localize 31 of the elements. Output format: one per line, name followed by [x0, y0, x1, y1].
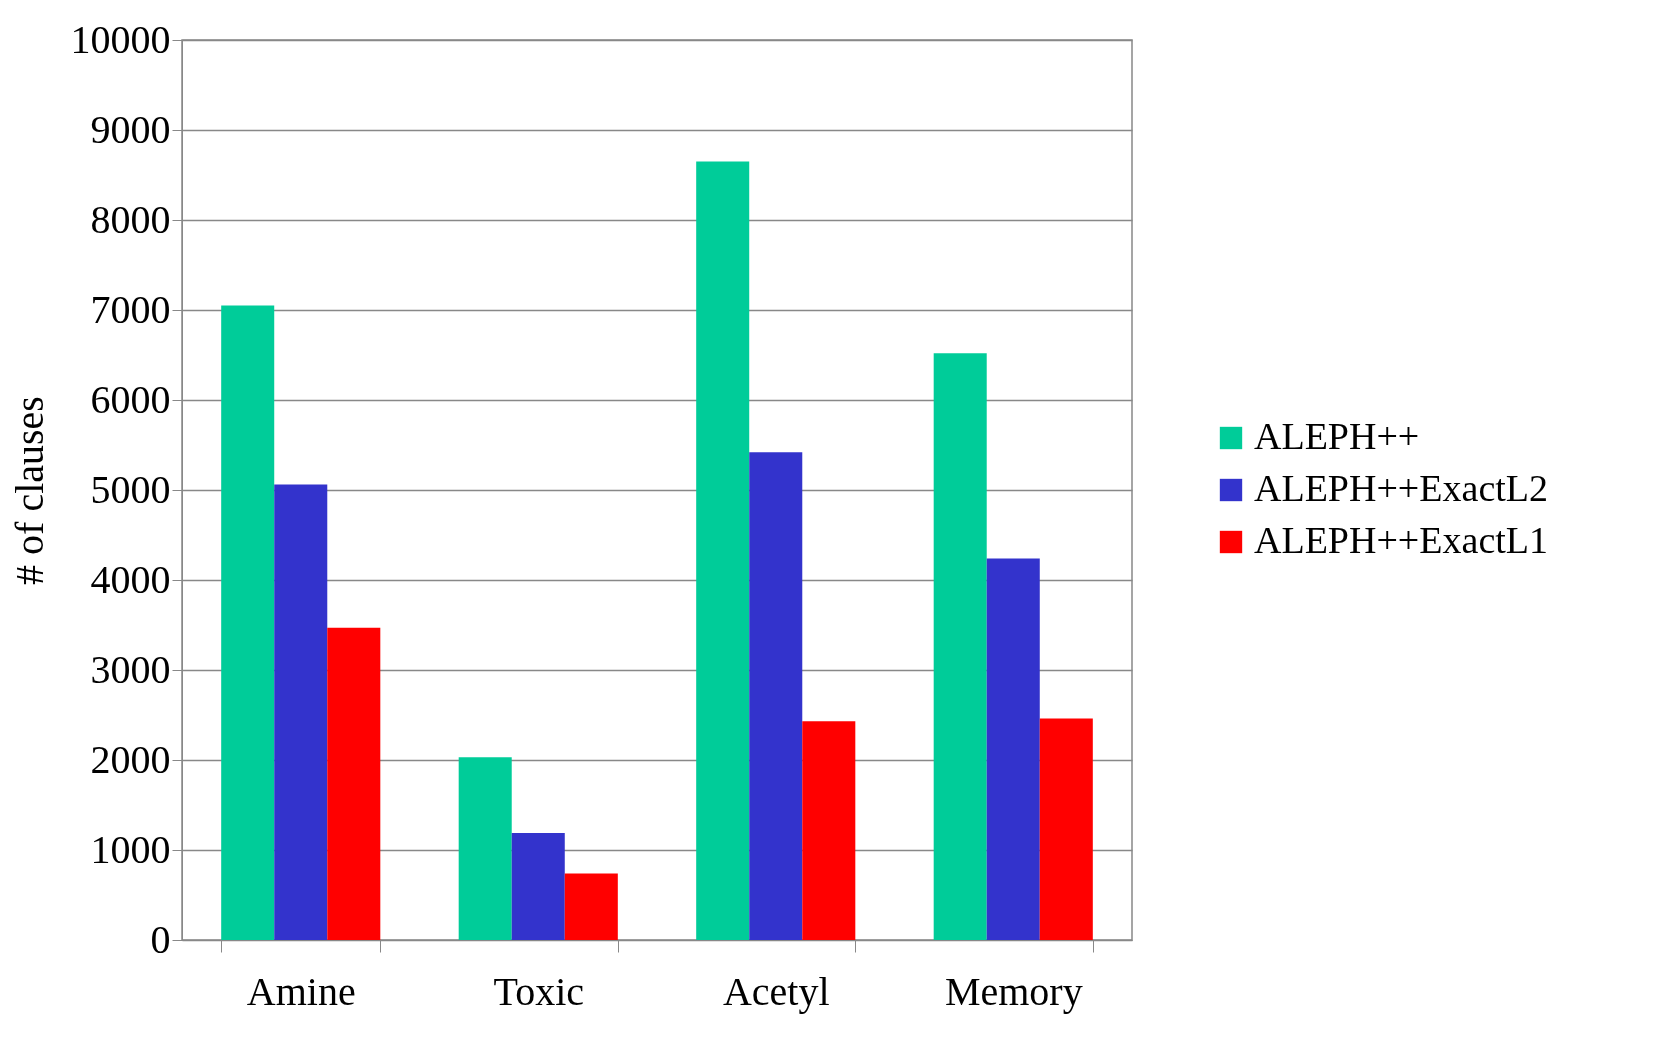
bar [986, 558, 1040, 940]
bar [511, 832, 565, 940]
bar [696, 161, 750, 940]
x-tick-label: Amine [246, 968, 356, 1014]
y-tick-label: 10000 [70, 16, 171, 62]
y-tick-label: 0 [150, 916, 171, 962]
bar [327, 627, 381, 940]
bar [221, 305, 275, 940]
y-tick-label: 6000 [90, 376, 171, 422]
x-tick-label: Acetyl [722, 968, 830, 1014]
y-tick-label: 4000 [90, 556, 171, 602]
y-axis-title: # of clauses [6, 396, 52, 585]
legend-label: ALEPH++ExactL2 [1254, 467, 1549, 509]
y-tick-label: 9000 [90, 106, 171, 152]
bar [802, 721, 856, 940]
y-tick-label: 8000 [90, 196, 171, 242]
y-tick-label: 3000 [90, 646, 171, 692]
bar [1039, 718, 1093, 940]
y-tick-label: 2000 [90, 736, 171, 782]
bar [564, 873, 618, 940]
y-tick-label: 7000 [90, 286, 171, 332]
x-tick-label: Toxic [493, 968, 585, 1014]
bar [749, 452, 803, 940]
x-tick-label: Memory [944, 968, 1083, 1014]
legend-label: ALEPH++ [1254, 415, 1420, 457]
y-tick-label: 5000 [90, 466, 171, 512]
y-tick-label: 1000 [90, 826, 171, 872]
legend-label: ALEPH++ExactL1 [1254, 519, 1549, 561]
bar [933, 353, 987, 940]
bar [274, 484, 328, 940]
bar [458, 757, 512, 940]
